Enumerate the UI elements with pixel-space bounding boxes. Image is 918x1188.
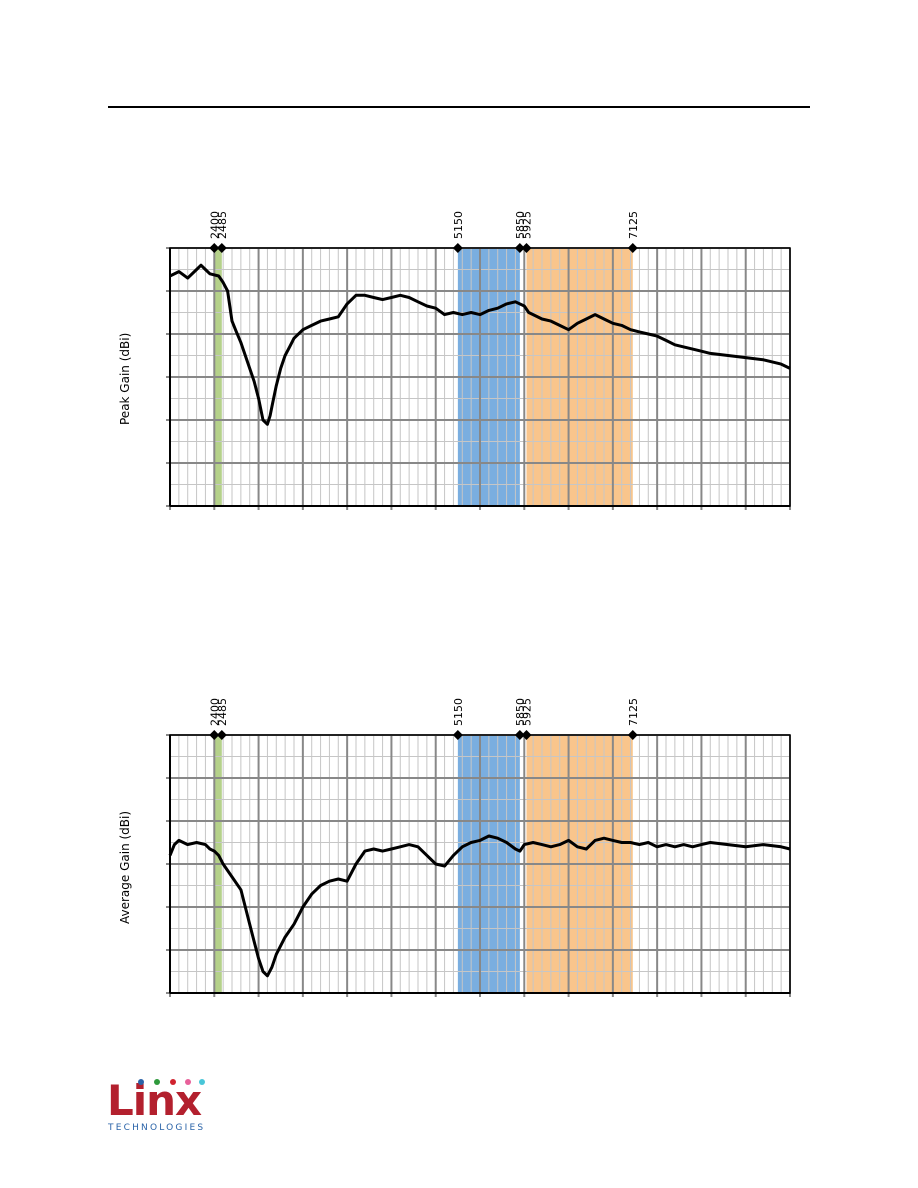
band-marker-4 xyxy=(521,243,532,253)
band-marker-2 xyxy=(452,243,463,253)
marker-label-3: 5850 xyxy=(514,698,527,726)
marker-label-5: 7125 xyxy=(627,698,640,726)
logo-dot-1 xyxy=(138,1079,144,1085)
band-marker-3 xyxy=(514,243,525,253)
logo-dot-2 xyxy=(154,1079,160,1085)
marker-label-1: 2485 xyxy=(216,211,229,239)
band-marker-4 xyxy=(521,730,532,740)
band-marker-5 xyxy=(627,243,638,253)
logo-word: Linx xyxy=(107,1076,202,1125)
logo-dot-5 xyxy=(199,1079,205,1085)
series-line-0 xyxy=(168,834,791,978)
logo-dot-4 xyxy=(185,1079,191,1085)
band-marker-1 xyxy=(216,730,227,740)
marker-label-5: 7125 xyxy=(627,211,640,239)
peak-gain-ylabel: Peak Gain (dBi) xyxy=(118,332,132,425)
logo-dot-3 xyxy=(170,1079,176,1085)
marker-label-0: 2400 xyxy=(208,698,221,726)
marker-label-4: 5925 xyxy=(521,698,534,726)
series-line-0 xyxy=(169,263,791,426)
band-marker-3 xyxy=(514,730,525,740)
marker-label-3: 5850 xyxy=(514,211,527,239)
band-marker-5 xyxy=(627,730,638,740)
logo-subtitle: TECHNOLOGIES xyxy=(108,1123,206,1133)
band-marker-2 xyxy=(452,730,463,740)
linx-logo: Linx TECHNOLOGIES xyxy=(105,1075,215,1137)
marker-label-4: 5925 xyxy=(521,211,534,239)
band-marker-1 xyxy=(216,243,227,253)
marker-label-2: 5150 xyxy=(452,211,465,239)
average-gain-ylabel: Average Gain (dBi) xyxy=(118,810,132,924)
marker-label-2: 5150 xyxy=(452,698,465,726)
band-marker-0 xyxy=(209,243,220,253)
marker-label-1: 2485 xyxy=(216,698,229,726)
header-rule xyxy=(108,106,810,108)
band-marker-0 xyxy=(209,730,220,740)
marker-label-0: 2400 xyxy=(208,211,221,239)
